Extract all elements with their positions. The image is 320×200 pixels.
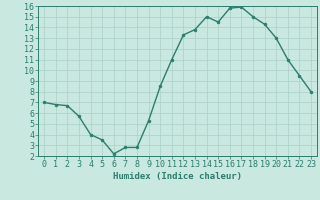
X-axis label: Humidex (Indice chaleur): Humidex (Indice chaleur) xyxy=(113,172,242,181)
